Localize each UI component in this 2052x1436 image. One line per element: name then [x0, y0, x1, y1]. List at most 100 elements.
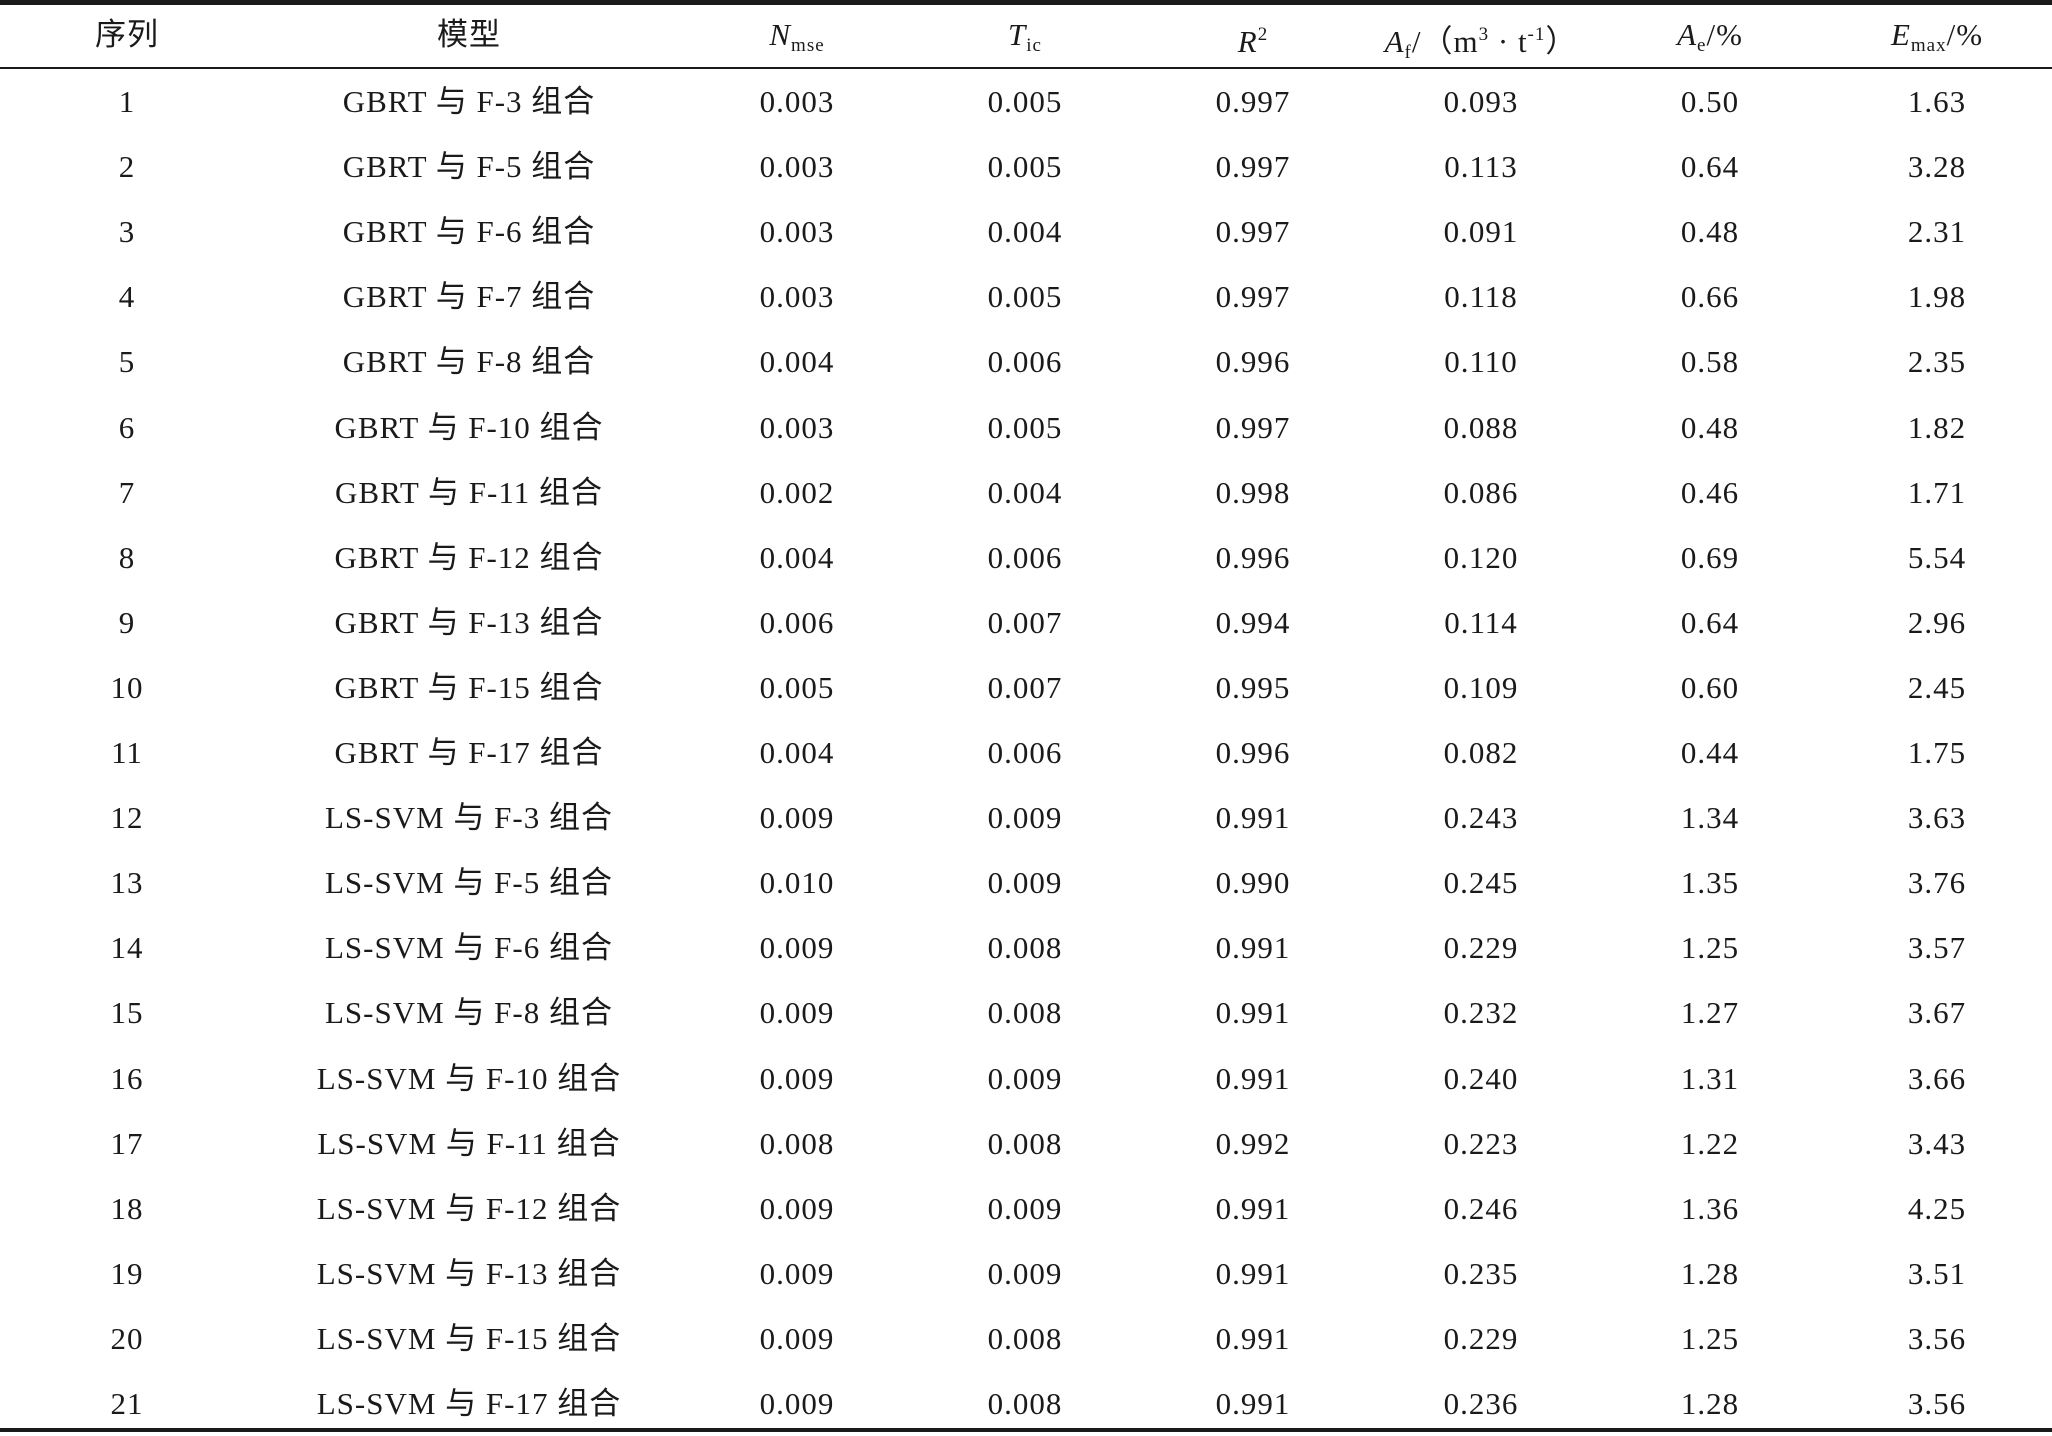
cell-ae: 1.25 — [1680, 930, 1740, 966]
cell-nmse: 0.006 — [759, 604, 835, 640]
cell-emax: 3.56 — [1907, 1320, 1967, 1356]
cell-af: 0.245 — [1443, 865, 1519, 901]
cell-model: GBRT 与 F-8 组合 — [342, 344, 596, 380]
cell-nmse: 0.009 — [759, 930, 835, 966]
cell-r2: 0.991 — [1215, 995, 1291, 1031]
cell-r2: 0.997 — [1215, 279, 1291, 315]
cell-model: LS-SVM 与 F-15 组合 — [316, 1320, 622, 1356]
cell-seq: 3 — [118, 214, 136, 250]
cell-tic: 0.008 — [987, 995, 1063, 1031]
cell-r2: 0.991 — [1215, 1386, 1291, 1421]
header-rule — [0, 67, 2052, 69]
cell-r2: 0.997 — [1215, 214, 1291, 250]
cell-ae: 1.22 — [1680, 1125, 1740, 1161]
header-tic: Tic — [1008, 17, 1042, 56]
cell-r2: 0.995 — [1215, 669, 1291, 705]
cell-nmse: 0.003 — [759, 214, 835, 250]
cell-emax: 5.54 — [1907, 539, 1967, 575]
cell-model: LS-SVM 与 F-17 组合 — [316, 1386, 622, 1421]
cell-model: LS-SVM 与 F-6 组合 — [324, 930, 614, 966]
cell-model: LS-SVM 与 F-13 组合 — [316, 1255, 622, 1291]
cell-tic: 0.006 — [987, 344, 1063, 380]
cell-af: 0.113 — [1444, 149, 1518, 185]
cell-emax: 2.45 — [1907, 669, 1967, 705]
header-model: 模型 — [437, 17, 501, 52]
cell-seq: 7 — [118, 474, 136, 510]
cell-seq: 12 — [110, 800, 144, 836]
header-ae: Ae/% — [1677, 17, 1743, 56]
cell-r2: 0.991 — [1215, 1060, 1291, 1096]
cell-seq: 10 — [110, 669, 144, 705]
cell-model: GBRT 与 F-13 组合 — [334, 604, 604, 640]
header-af: Af/（m3 · t-1） — [1384, 24, 1578, 63]
table-row: 9 GBRT 与 F-13 组合 0.006 0.007 0.994 0.114 0.64 2… — [0, 590, 2052, 655]
cell-ae: 1.27 — [1680, 995, 1740, 1031]
header-emax: Emax/% — [1890, 17, 1984, 56]
cell-tic: 0.008 — [987, 1125, 1063, 1161]
table-row: 16 LS-SVM 与 F-10 组合 0.009 0.009 0.991 0.240 1.… — [0, 1046, 2052, 1111]
cell-emax: 3.57 — [1907, 930, 1967, 966]
cell-tic: 0.005 — [987, 279, 1063, 315]
cell-seq: 2 — [118, 149, 136, 185]
cell-emax: 1.75 — [1907, 735, 1967, 770]
cell-ae: 0.44 — [1680, 735, 1740, 770]
cell-nmse: 0.009 — [759, 800, 835, 836]
cell-emax: 1.71 — [1907, 474, 1967, 510]
cell-r2: 0.991 — [1215, 800, 1291, 836]
table-bottom-rule — [0, 1428, 2052, 1432]
cell-tic: 0.009 — [987, 800, 1063, 836]
cell-nmse: 0.009 — [759, 1386, 835, 1421]
cell-r2: 0.991 — [1215, 1320, 1291, 1356]
cell-model: GBRT 与 F-10 组合 — [334, 409, 604, 445]
table-row: 19 LS-SVM 与 F-13 组合 0.009 0.009 0.991 0.235 1.… — [0, 1241, 2052, 1306]
cell-ae: 0.66 — [1680, 279, 1740, 315]
table-row: 7 GBRT 与 F-11 组合 0.002 0.004 0.998 0.086 0.46 1… — [0, 460, 2052, 525]
cell-af: 0.229 — [1443, 930, 1519, 966]
cell-tic: 0.006 — [987, 735, 1063, 770]
cell-emax: 1.98 — [1907, 279, 1967, 315]
cell-ae: 1.36 — [1680, 1190, 1740, 1226]
cell-af: 0.235 — [1443, 1255, 1519, 1291]
cell-emax: 3.56 — [1907, 1386, 1967, 1421]
cell-tic: 0.005 — [987, 84, 1063, 119]
cell-r2: 0.996 — [1215, 735, 1291, 770]
cell-ae: 0.58 — [1680, 344, 1740, 380]
table-row: 17 LS-SVM 与 F-11 组合 0.008 0.008 0.992 0.223 1.… — [0, 1111, 2052, 1176]
cell-model: GBRT 与 F-6 组合 — [342, 214, 596, 250]
cell-nmse: 0.004 — [759, 539, 835, 575]
cell-model: LS-SVM 与 F-10 组合 — [316, 1060, 622, 1096]
cell-model: GBRT 与 F-15 组合 — [334, 669, 604, 705]
cell-nmse: 0.003 — [759, 279, 835, 315]
cell-emax: 2.35 — [1907, 344, 1967, 380]
cell-nmse: 0.005 — [759, 669, 835, 705]
cell-r2: 0.996 — [1215, 344, 1291, 380]
cell-af: 0.091 — [1443, 214, 1519, 250]
cell-tic: 0.008 — [987, 1386, 1063, 1421]
cell-r2: 0.992 — [1215, 1125, 1291, 1161]
cell-seq: 11 — [111, 735, 143, 770]
cell-ae: 1.31 — [1680, 1060, 1740, 1096]
table-row: 11 GBRT 与 F-17 组合 0.004 0.006 0.996 0.082 0.44… — [0, 720, 2052, 785]
cell-af: 0.118 — [1444, 279, 1518, 315]
cell-r2: 0.997 — [1215, 409, 1291, 445]
table-row: 2 GBRT 与 F-5 组合 0.003 0.005 0.997 0.113 0.64 3.… — [0, 134, 2052, 199]
cell-emax: 4.25 — [1907, 1190, 1967, 1226]
cell-nmse: 0.009 — [759, 995, 835, 1031]
cell-seq: 21 — [110, 1386, 144, 1421]
cell-ae: 1.28 — [1680, 1386, 1740, 1421]
cell-r2: 0.996 — [1215, 539, 1291, 575]
cell-emax: 3.76 — [1907, 865, 1967, 901]
cell-seq: 1 — [118, 84, 136, 119]
cell-emax: 2.31 — [1907, 214, 1967, 250]
cell-tic: 0.007 — [987, 669, 1063, 705]
cell-af: 0.086 — [1443, 474, 1519, 510]
cell-ae: 0.48 — [1680, 409, 1740, 445]
table-row: 18 LS-SVM 与 F-12 组合 0.009 0.009 0.991 0.246 1.… — [0, 1176, 2052, 1241]
cell-af: 0.109 — [1443, 669, 1519, 705]
cell-ae: 0.46 — [1680, 474, 1740, 510]
cell-seq: 16 — [110, 1060, 144, 1096]
cell-tic: 0.009 — [987, 1060, 1063, 1096]
cell-ae: 0.60 — [1680, 669, 1740, 705]
cell-r2: 0.997 — [1215, 149, 1291, 185]
cell-af: 0.246 — [1443, 1190, 1519, 1226]
